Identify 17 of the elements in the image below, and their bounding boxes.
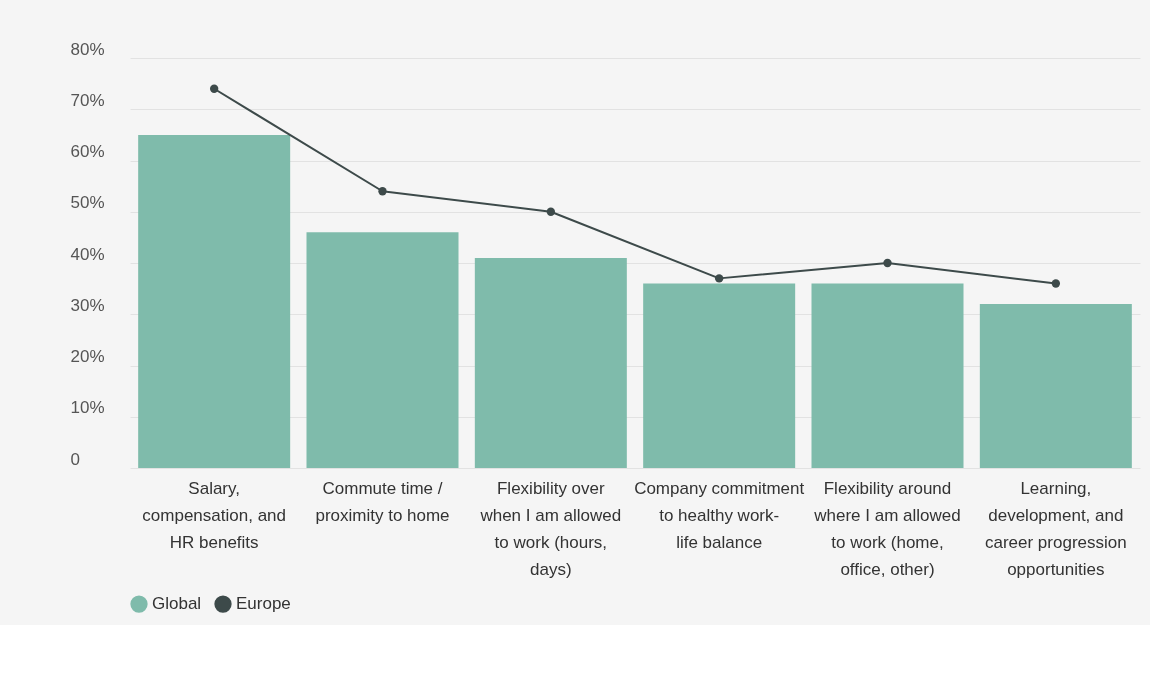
y-tick-label: 70%	[70, 90, 105, 110]
x-tick-label: Salary, compensation, and HR benefits	[142, 478, 286, 552]
y-tick-label: 20%	[70, 347, 105, 366]
y-tick-label: 30%	[70, 295, 105, 315]
y-tick-label: 0	[70, 449, 80, 469]
x-tick-label: Flexibility over when I am allowed to work (hours, days)	[479, 478, 622, 579]
legend-label: Global	[152, 594, 202, 614]
x-tick-label: Flexibility around where I am allowed to work (home, office, other)	[813, 478, 961, 579]
legend-label: Europe	[236, 594, 291, 614]
y-tick-label: 40%	[70, 244, 105, 264]
x-tick-label: Commute time / proximity to home	[315, 478, 450, 525]
y-tick-label: 80%	[70, 39, 105, 59]
y-tick-label: 50%	[70, 193, 105, 213]
x-tick-label: Company commitment to healthy work-life balance	[634, 478, 805, 552]
x-tick-label: Learning, development, and career progression opportunities	[984, 478, 1127, 579]
y-tick-label: 60%	[70, 142, 105, 161]
y-tick-label: 10%	[70, 398, 105, 418]
